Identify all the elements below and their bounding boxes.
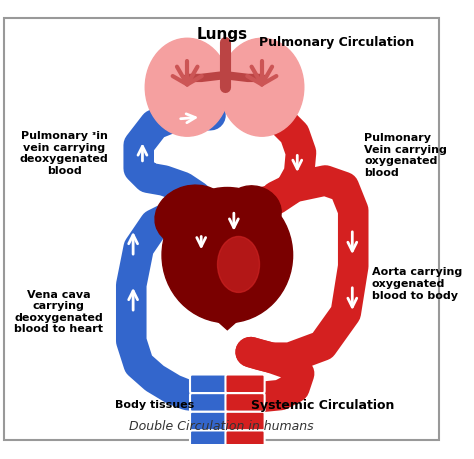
Ellipse shape xyxy=(145,39,229,137)
Ellipse shape xyxy=(226,186,281,235)
Text: Body tissues: Body tissues xyxy=(115,399,194,409)
Polygon shape xyxy=(185,293,269,330)
Text: Vena cava
carrying
deoxygenated
blood to heart: Vena cava carrying deoxygenated blood to… xyxy=(14,289,103,334)
Text: Pulmonary ᵌin
vein carrying
deoxygenated
blood: Pulmonary ᵌin vein carrying deoxygenated… xyxy=(20,131,109,175)
Text: Systemic Circulation: Systemic Circulation xyxy=(251,398,394,411)
Ellipse shape xyxy=(162,188,292,323)
Text: Pulmonary
Vein carrying
oxygenated
blood: Pulmonary Vein carrying oxygenated blood xyxy=(365,133,447,177)
FancyBboxPatch shape xyxy=(226,431,264,449)
Text: Pulmonary Circulation: Pulmonary Circulation xyxy=(259,36,414,49)
FancyBboxPatch shape xyxy=(190,431,229,449)
FancyBboxPatch shape xyxy=(226,412,264,431)
FancyBboxPatch shape xyxy=(190,375,229,393)
FancyBboxPatch shape xyxy=(4,19,439,440)
Ellipse shape xyxy=(155,186,229,247)
Text: Aorta carrying
oxygenated
blood to body: Aorta carrying oxygenated blood to body xyxy=(372,267,462,300)
FancyBboxPatch shape xyxy=(190,412,229,431)
FancyBboxPatch shape xyxy=(226,449,264,459)
FancyBboxPatch shape xyxy=(190,393,229,412)
FancyBboxPatch shape xyxy=(190,449,229,459)
Ellipse shape xyxy=(220,39,304,137)
Ellipse shape xyxy=(218,237,259,293)
FancyBboxPatch shape xyxy=(226,393,264,412)
Text: Lungs: Lungs xyxy=(196,27,247,42)
FancyBboxPatch shape xyxy=(226,375,264,393)
Text: Double Circulation in humans: Double Circulation in humans xyxy=(129,420,314,432)
